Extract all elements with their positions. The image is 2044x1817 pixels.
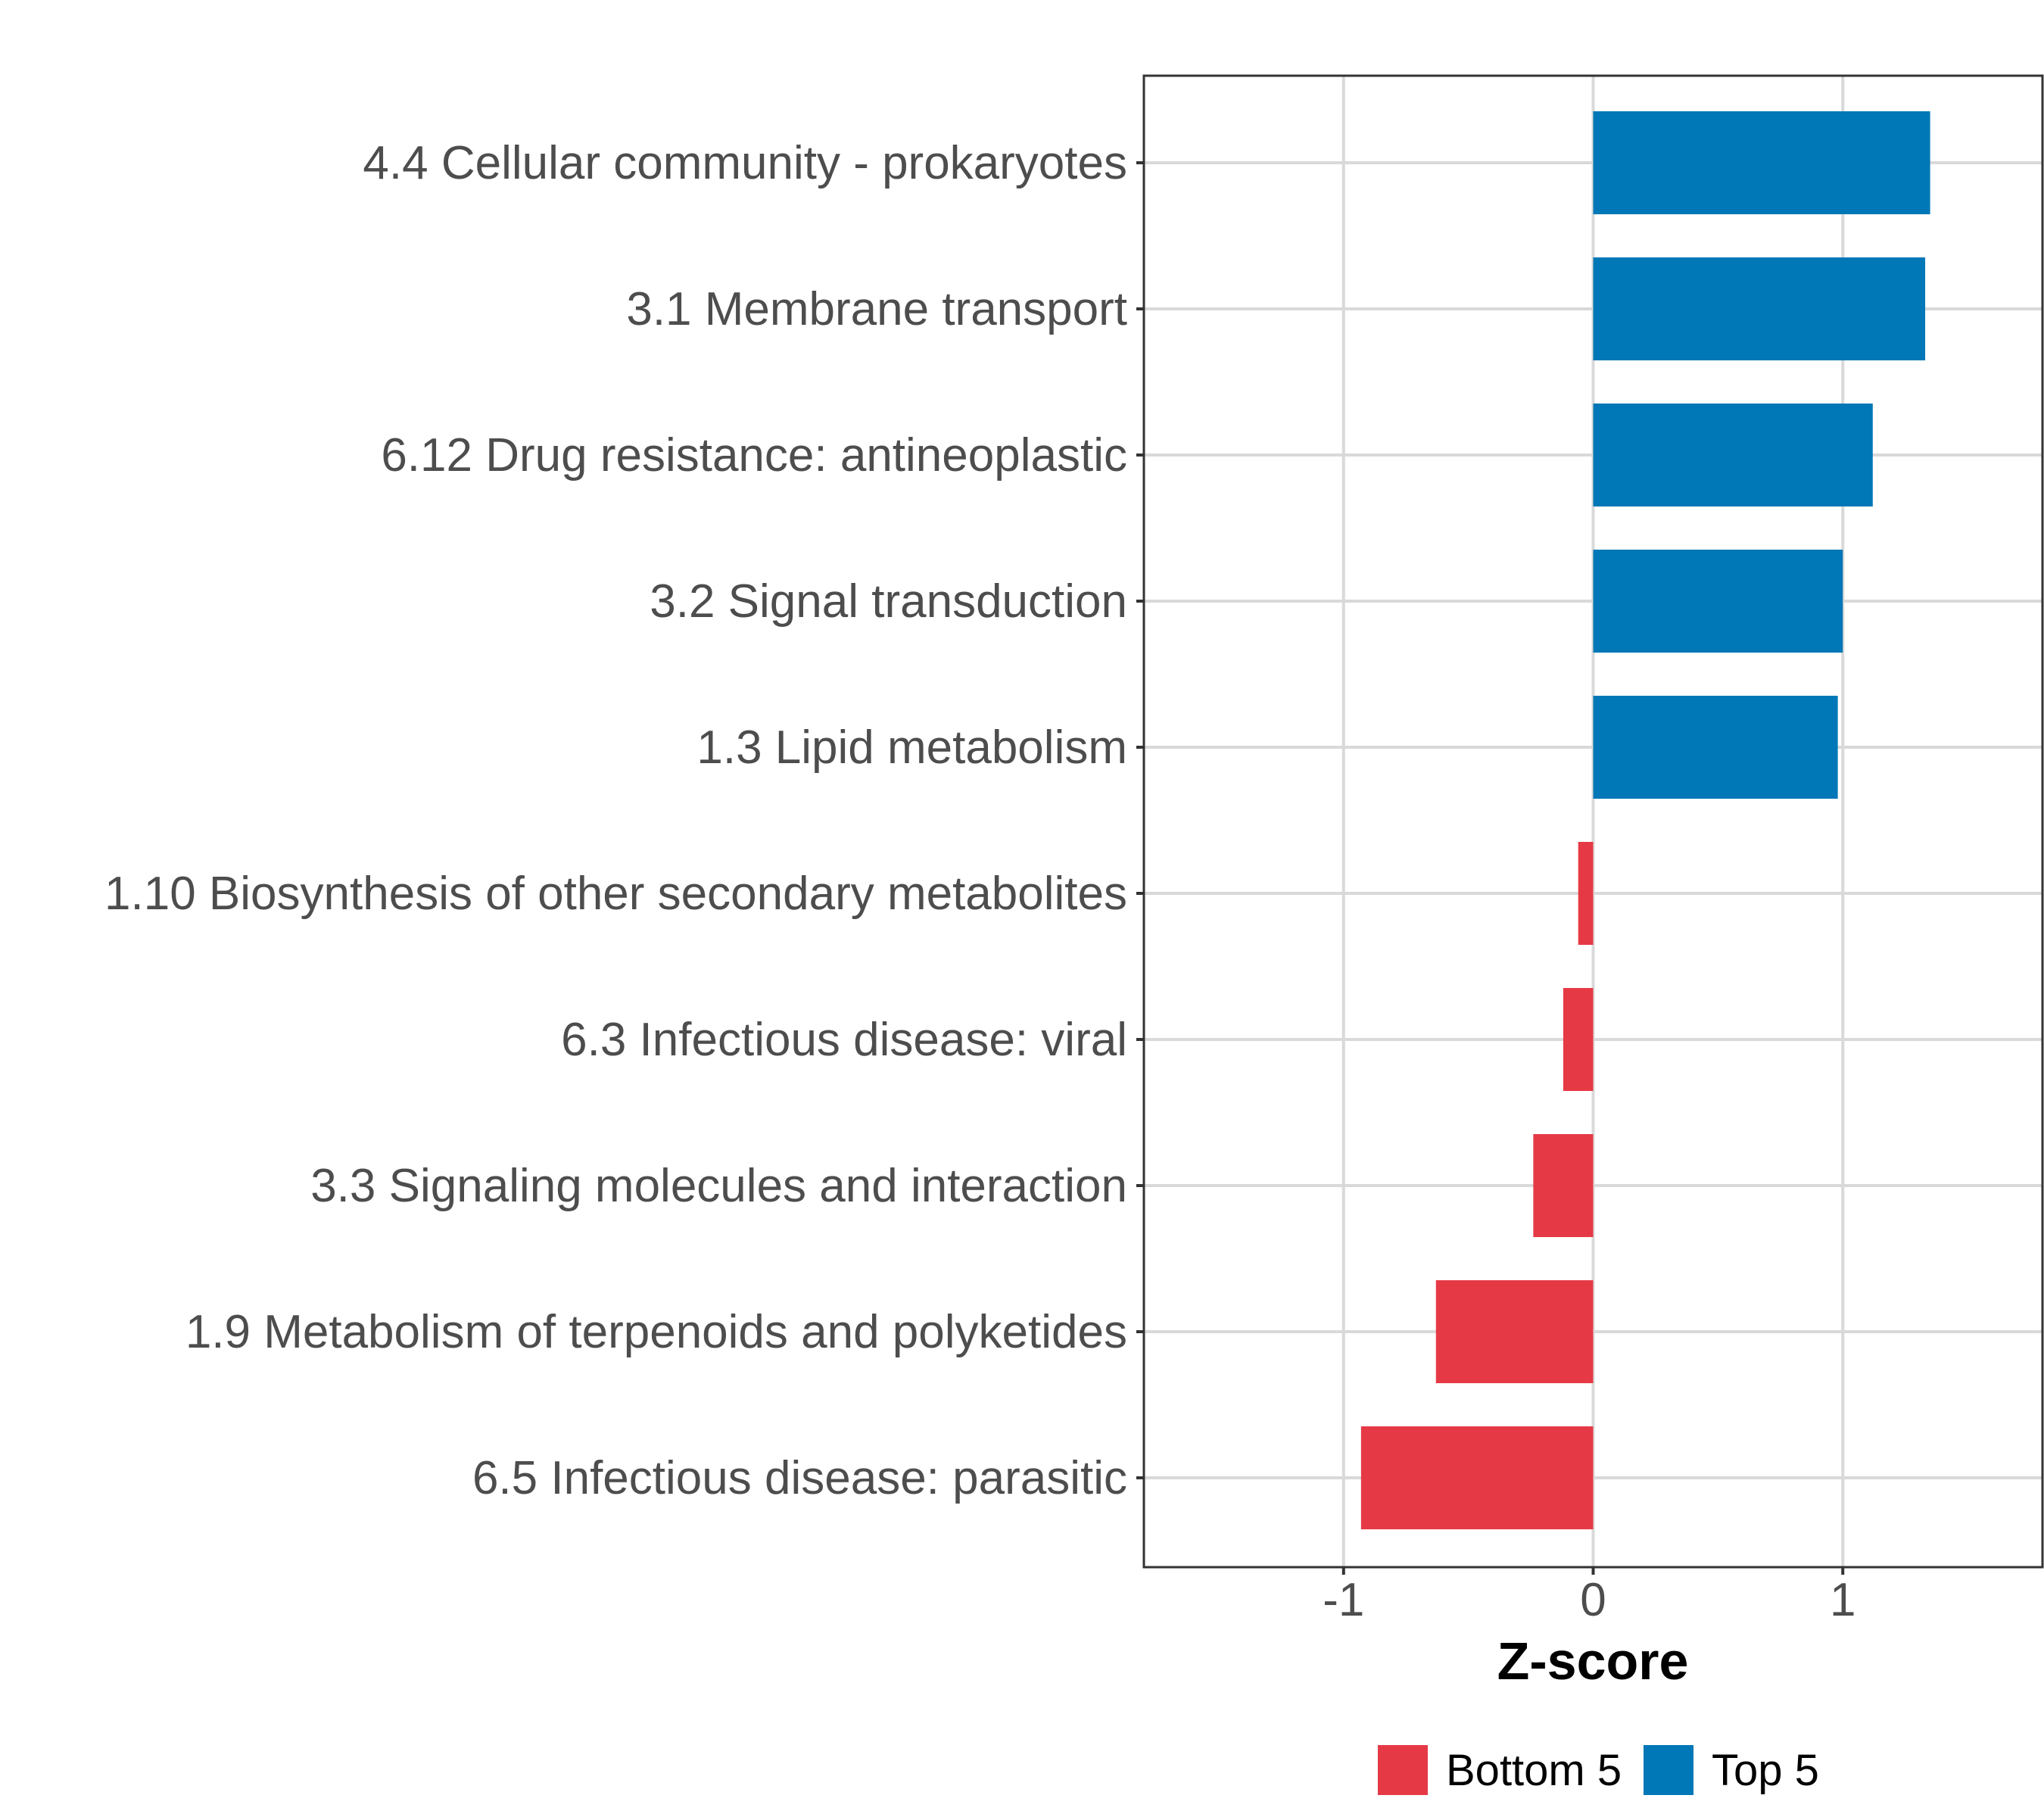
category-label: 3.2 Signal transduction	[650, 575, 1127, 628]
y-axis: 4.4 Cellular community - prokaryotes 3.1 …	[104, 137, 1144, 1504]
x-tick-label: 0	[1580, 1574, 1606, 1626]
category-label: 4.4 Cellular community - prokaryotes	[363, 137, 1127, 189]
bar	[1593, 257, 1926, 360]
bar	[1435, 1280, 1594, 1383]
category-label: 6.5 Infectious disease: parasitic	[472, 1452, 1127, 1504]
category-label: 1.10 Biosynthesis of other secondary met…	[104, 868, 1127, 920]
bar	[1593, 111, 1930, 214]
legend-label: Bottom 5	[1446, 1746, 1622, 1795]
x-tick-label: -1	[1323, 1574, 1364, 1626]
x-tick-label: 1	[1830, 1574, 1855, 1626]
category-label: 3.1 Membrane transport	[626, 283, 1127, 335]
category-label: 3.3 Signaling molecules and interaction	[310, 1160, 1127, 1212]
bar	[1360, 1426, 1594, 1529]
category-label: 1.9 Metabolism of terpenoids and polyket…	[185, 1306, 1127, 1358]
bar	[1593, 550, 1843, 653]
legend-swatch	[1378, 1745, 1428, 1795]
category-label: 6.12 Drug resistance: antineoplastic	[381, 429, 1127, 482]
category-label: 1.3 Lipid metabolism	[696, 722, 1127, 774]
bar	[1533, 1134, 1594, 1237]
legend: Bottom 5 Top 5	[1378, 1745, 1819, 1795]
legend-label: Top 5	[1712, 1746, 1819, 1795]
bars	[1360, 111, 1930, 1529]
bar	[1593, 696, 1838, 799]
bar	[1593, 404, 1873, 506]
legend-swatch	[1644, 1745, 1693, 1795]
bar	[1578, 842, 1594, 945]
bar	[1563, 988, 1594, 1091]
x-axis-title: Z-score	[1497, 1632, 1689, 1691]
x-axis: -1 0 1	[1323, 1567, 1855, 1626]
category-label: 6.3 Infectious disease: viral	[561, 1014, 1127, 1066]
